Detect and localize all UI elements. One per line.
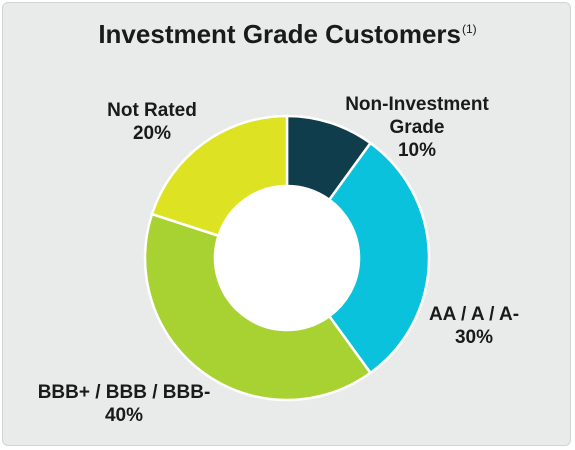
footnote-marker: (1) [462,22,477,37]
slice-value-label: 40% [105,405,143,426]
slice-label-1: Non-Investment Grade 10% [345,94,489,161]
donut-slice-2 [327,141,431,375]
slice-category-label: Grade [390,117,445,138]
slice-category-label: AA / A / A- [429,304,519,325]
slice-label-2: AA / A / A-30% [429,304,519,348]
slice-value-label: 10% [398,140,436,161]
chart-title: Investment Grade Customers(1) [0,19,575,50]
slice-value-label: 20% [133,123,171,144]
slice-value-label: 30% [455,327,493,348]
slice-category-label: Non-Investment [345,94,489,115]
donut-slice-3 [143,212,373,402]
slice-label-3: BBB+ / BBB / BBB-40% [38,382,211,426]
donut-slice-4 [150,114,289,238]
slice-label-4: Not Rated 20% [107,100,197,144]
chart-title-text: Investment Grade Customers [98,19,461,49]
slice-category-label: BBB+ / BBB / BBB- [38,382,211,403]
donut-hole [216,187,358,329]
slice-category-label: Not Rated [107,100,197,121]
